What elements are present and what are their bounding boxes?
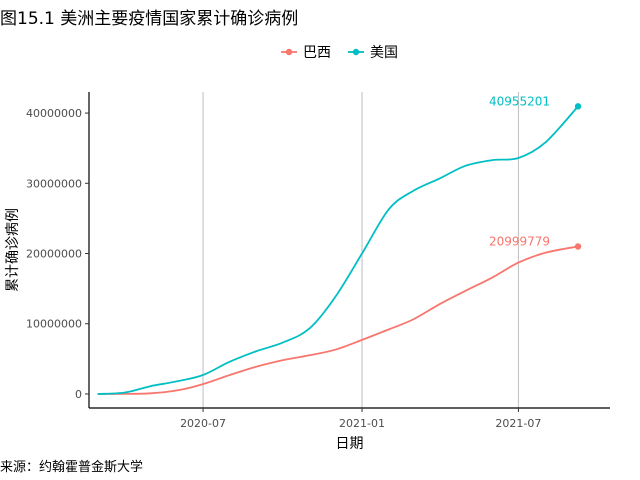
y-tick-label: 0 xyxy=(75,388,82,401)
axes: 0 10000000 20000000 30000000 40000000 2020-07… xyxy=(5,92,610,452)
x-tick-label: 2021-07 xyxy=(495,417,541,430)
source-note: 来源：约翰霍普金斯大学 xyxy=(0,460,144,475)
x-tick-label: 2020-07 xyxy=(180,417,226,430)
legend: 巴西 美国 xyxy=(281,45,398,61)
legend-label: 巴西 xyxy=(303,45,331,61)
series-line xyxy=(97,105,579,395)
y-tick-label: 10000000 xyxy=(26,318,82,331)
end-point xyxy=(574,243,582,250)
legend-label: 美国 xyxy=(370,45,398,61)
gridlines xyxy=(202,92,519,408)
series-line xyxy=(97,245,579,395)
legend-key-point xyxy=(285,48,293,56)
end-point xyxy=(574,103,582,110)
y-tick-label: 40000000 xyxy=(26,107,82,120)
figure-title: 图15.1 美洲主要疫情国家累计确诊病例 xyxy=(0,9,299,29)
x-axis-title: 日期 xyxy=(336,436,364,452)
legend-key-point xyxy=(352,48,360,56)
end-label: 20999779 xyxy=(489,234,550,248)
y-axis-title: 累计确诊病例 xyxy=(5,208,21,292)
y-tick-label: 20000000 xyxy=(26,248,82,261)
series-group: 20999779 40955201 xyxy=(97,94,582,395)
end-label: 40955201 xyxy=(489,94,550,108)
y-tick-label: 30000000 xyxy=(26,177,82,190)
x-tick-label: 2021-01 xyxy=(339,417,385,430)
